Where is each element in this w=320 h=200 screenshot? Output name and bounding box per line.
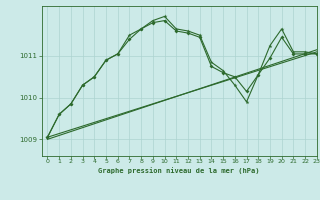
X-axis label: Graphe pression niveau de la mer (hPa): Graphe pression niveau de la mer (hPa) xyxy=(99,167,260,174)
